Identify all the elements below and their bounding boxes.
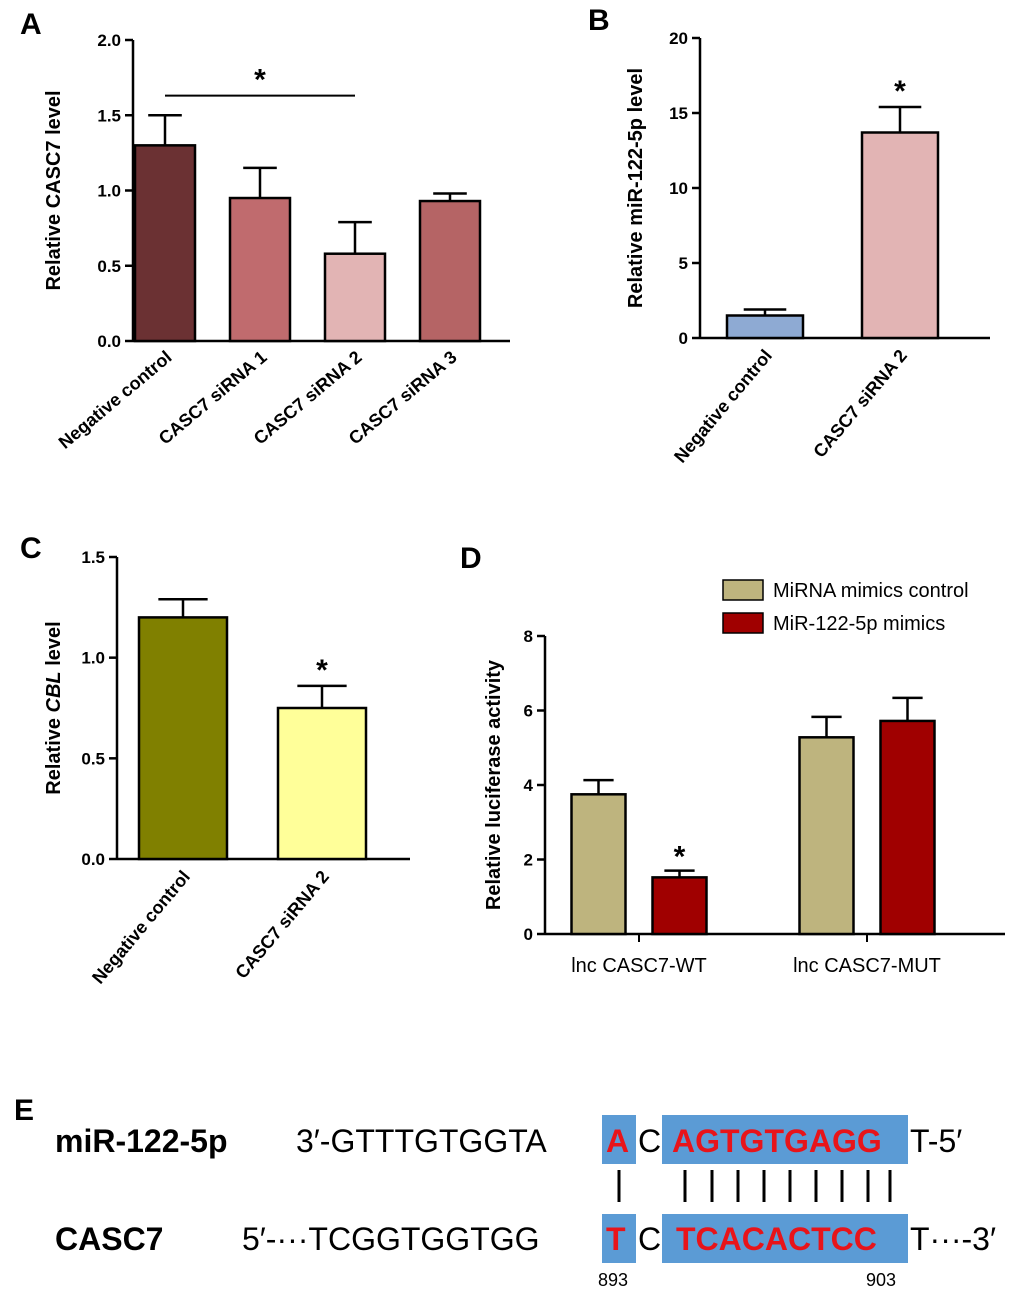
chart-d-ytick-label: 2 [524, 851, 533, 870]
chart-c-ytick-label: 1.0 [81, 649, 105, 668]
chart-d-2-category-label: lnc CASC7-MUT [793, 955, 941, 977]
legend-swatch-mimics [722, 612, 764, 634]
chart-d-ytick-label: 8 [524, 627, 533, 646]
chart-b-ytick-label: 0 [679, 329, 688, 348]
chart-b-ytick-label: 5 [679, 254, 688, 273]
panel-label-c: C [20, 532, 42, 565]
highlight-top-site2 [662, 1115, 908, 1164]
chart-d-g1-s2-bar [651, 876, 708, 936]
chart-a-ytick-label: 1.0 [97, 182, 121, 201]
legend-d: MiRNA mimics control MiR-122-5p mimics [722, 579, 969, 635]
chart-a-ytick-label: 2.0 [97, 31, 121, 50]
chart-a-3-bar [323, 252, 387, 343]
chart-c-ytick-label: 0.5 [81, 749, 105, 768]
chart-a-4-bar [418, 199, 482, 343]
panel-label-a: A [20, 8, 42, 41]
legend-swatch-control [722, 579, 764, 601]
chart-a-ylabel: Relative CASC7 level [43, 90, 65, 290]
chart-d-ylabel: Relative luciferase activity [483, 659, 505, 910]
chart-d-ytick-label: 4 [524, 776, 534, 795]
chart-b-1-category-label: Negative control [670, 346, 776, 467]
chart-b-2-bar [860, 131, 940, 340]
highlight-top-site1 [602, 1115, 636, 1164]
chart-b-1-bar [725, 314, 805, 340]
base-pair-lines [617, 1170, 892, 1202]
chart-c-ylabel: Relative CBL level [43, 621, 65, 794]
highlight-bottom-site1 [602, 1214, 636, 1263]
chart-d-g2-s1-bar [798, 736, 855, 936]
chart-a-1-bar [133, 144, 197, 343]
chart-c-1-bar [137, 616, 229, 861]
chart-b-2-category-label: CASC7 siRNA 2 [809, 346, 911, 462]
panel-label-b: B [588, 4, 610, 37]
panel-e-alignment: miR-122-5p 3′-GTTTGTGGTA A C AGTGTGAGG T-5′ … [55, 1115, 996, 1290]
chart-b-ytick-label: 20 [669, 29, 688, 48]
chart-a-ytick-label: 1.5 [97, 106, 121, 125]
panel-label-d: D [460, 542, 482, 575]
chart-a-significance-star: * [254, 64, 266, 97]
chart-a-ytick-label: 0.5 [97, 257, 121, 276]
chart-d-g1-s1-bar [570, 793, 627, 936]
chart-d-ytick-label: 0 [524, 925, 533, 944]
target-name: CASC7 [55, 1221, 163, 1257]
chart-a-2-bar [228, 196, 292, 343]
chart-b-star: * [894, 75, 906, 108]
chart-b: 0 5 10 15 20 Relative miR-122-5p level Negativ… [625, 29, 990, 467]
position-start: 893 [598, 1270, 628, 1290]
target-sequence: 5′-···TCGGTGGTGG T C TCACACTCC T···-3′ [242, 1221, 996, 1257]
chart-c: 0.0 0.5 1.0 1.5 Relative CBL level Negative c… [43, 548, 410, 988]
legend-label-control: MiRNA mimics control [773, 580, 969, 602]
mirna-sequence: 3′-GTTTGTGGTA A C AGTGTGAGG T-5′ [296, 1123, 962, 1159]
chart-c-1-category-label: Negative control [88, 867, 194, 988]
panel-label-e: E [14, 1094, 34, 1127]
position-end: 903 [866, 1270, 896, 1290]
chart-c-ytick-label: 0.0 [81, 850, 105, 869]
chart-d-ytick-label: 6 [524, 702, 533, 721]
chart-d: 0 2 4 6 8 Relative luciferase activity * lnc CA… [483, 627, 1005, 977]
chart-d-1-category-label: lnc CASC7-WT [571, 955, 707, 977]
chart-b-ytick-label: 10 [669, 179, 688, 198]
mirna-name: miR-122-5p [55, 1123, 228, 1159]
chart-c-star: * [316, 654, 328, 687]
chart-d-star: * [674, 841, 686, 874]
chart-c-ytick-label: 1.5 [81, 548, 105, 567]
chart-a-ytick-label: 0.0 [97, 332, 121, 351]
chart-c-2-bar [276, 706, 368, 861]
chart-b-ylabel: Relative miR-122-5p level [625, 68, 647, 308]
chart-b-ytick-label: 15 [669, 104, 688, 123]
highlight-bottom-site2 [662, 1214, 908, 1263]
chart-c-2-category-label: CASC7 siRNA 2 [231, 867, 333, 983]
legend-label-mimics: MiR-122-5p mimics [773, 613, 945, 635]
chart-d-g2-s2-bar [879, 719, 936, 936]
